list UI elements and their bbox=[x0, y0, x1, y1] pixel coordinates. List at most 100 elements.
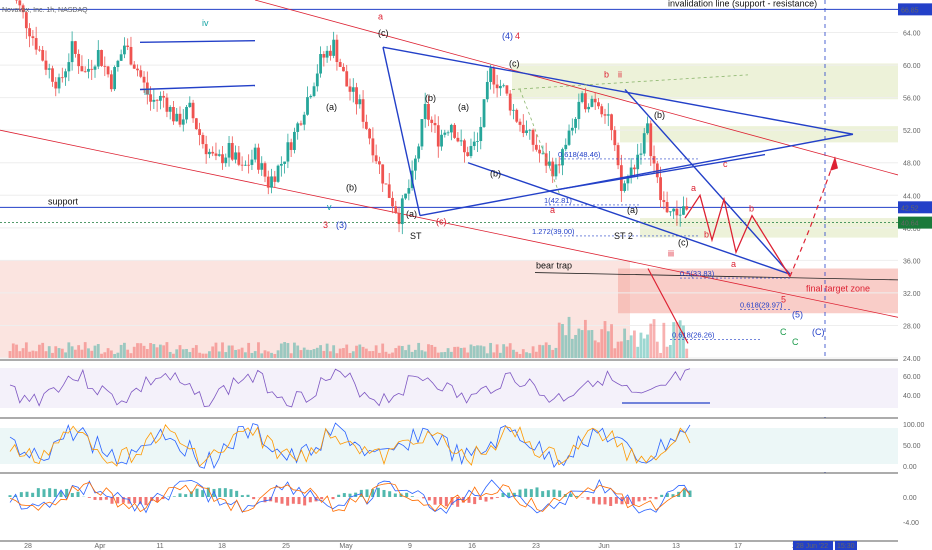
volume-bar bbox=[665, 346, 669, 358]
price-badge-label-0: 66.85 bbox=[901, 7, 919, 14]
wave-label-11: (c) bbox=[436, 217, 447, 227]
macd_ticks-0: 0.00 bbox=[903, 495, 917, 502]
candle bbox=[208, 151, 211, 155]
fib-39-label: 1.272(39.00) bbox=[532, 227, 575, 236]
volume-bar bbox=[90, 350, 94, 358]
bear-trap-line bbox=[534, 272, 899, 281]
candle bbox=[155, 99, 159, 101]
candle bbox=[250, 159, 254, 165]
volume-bar bbox=[319, 345, 322, 358]
macd-hist bbox=[546, 490, 550, 497]
macd-hist bbox=[490, 497, 494, 500]
macd-hist bbox=[263, 497, 267, 503]
volume-bar bbox=[201, 353, 205, 358]
macd-hist bbox=[320, 497, 324, 500]
macd-hist bbox=[631, 497, 635, 505]
volume-bar bbox=[587, 330, 591, 358]
candle bbox=[100, 50, 103, 66]
candle bbox=[44, 60, 48, 70]
volume-bar bbox=[175, 349, 179, 358]
volume-bar bbox=[583, 319, 587, 358]
x-tick-2: 11 bbox=[156, 543, 163, 550]
candle bbox=[54, 81, 58, 89]
candle bbox=[534, 144, 538, 150]
volume-bar bbox=[8, 351, 12, 358]
candle bbox=[597, 102, 600, 107]
volume-bar bbox=[564, 335, 568, 358]
fib-30-label: 0.618(29.97) bbox=[740, 300, 783, 309]
macd-hist bbox=[53, 488, 57, 497]
candle bbox=[502, 85, 506, 87]
candle bbox=[531, 129, 535, 145]
volume-bar bbox=[227, 345, 231, 358]
candle bbox=[453, 124, 457, 138]
volume-bar bbox=[243, 352, 247, 358]
stoch_ticks-2: 0.00 bbox=[903, 464, 917, 471]
bear-zone bbox=[0, 260, 630, 358]
volume-bar bbox=[342, 348, 345, 358]
volume-bar bbox=[322, 350, 326, 358]
macd-hist bbox=[592, 497, 596, 504]
volume-bar bbox=[253, 351, 257, 358]
volume-bar bbox=[237, 349, 241, 358]
candle bbox=[279, 163, 283, 166]
candle bbox=[312, 86, 316, 96]
volume-bar bbox=[515, 351, 519, 358]
volume-bar bbox=[642, 338, 646, 358]
candle bbox=[96, 50, 100, 67]
bear-trap-label: bear trap bbox=[536, 261, 572, 271]
volume-bar bbox=[172, 353, 175, 358]
volume-bar bbox=[93, 345, 97, 358]
volume-bar bbox=[495, 344, 499, 358]
candle bbox=[126, 45, 130, 47]
volume-bar bbox=[302, 347, 306, 358]
volume-bar bbox=[570, 338, 574, 358]
volume-bar bbox=[371, 351, 375, 358]
volume-bar bbox=[28, 351, 32, 358]
candle bbox=[266, 176, 270, 188]
wave-label-32: C bbox=[792, 337, 799, 347]
macd-hist bbox=[614, 497, 618, 504]
candle bbox=[446, 132, 450, 134]
volume-bar bbox=[397, 345, 401, 358]
price-badge-2 bbox=[898, 216, 932, 229]
candle bbox=[28, 28, 32, 37]
volume-bar bbox=[482, 346, 486, 358]
volume-bar bbox=[678, 320, 682, 358]
wave-label-18: ii bbox=[618, 69, 622, 79]
resistance-zone bbox=[512, 63, 898, 100]
volume-bar bbox=[335, 353, 339, 358]
volume-bar bbox=[67, 342, 71, 358]
candle bbox=[198, 129, 202, 136]
volume-bar bbox=[315, 347, 319, 358]
volume-bar bbox=[276, 350, 280, 358]
macd-hist bbox=[376, 487, 380, 497]
volume-bar bbox=[87, 348, 90, 358]
candle bbox=[505, 85, 509, 94]
volume-bar bbox=[123, 342, 126, 358]
volume-bar bbox=[407, 344, 411, 358]
volume-bar bbox=[152, 344, 156, 358]
volume-bar bbox=[433, 346, 437, 358]
y-tick-4: 48.00 bbox=[903, 161, 921, 168]
macd-hist bbox=[99, 497, 103, 501]
candle bbox=[41, 50, 45, 61]
volume-bar bbox=[561, 323, 564, 358]
wave-label-14: (c) bbox=[509, 59, 520, 69]
volume-bar bbox=[557, 322, 561, 358]
date-badge-label: 28 Jun '22 bbox=[796, 543, 828, 550]
candle bbox=[479, 126, 483, 142]
candle bbox=[119, 54, 123, 61]
macd-hist bbox=[206, 487, 210, 497]
candle bbox=[253, 147, 257, 160]
macd-line bbox=[9, 479, 691, 514]
x-tick-5: May bbox=[339, 543, 353, 550]
macd-hist bbox=[246, 494, 250, 497]
candle bbox=[136, 68, 139, 71]
candle bbox=[397, 212, 401, 225]
wave-label-8: a bbox=[378, 12, 383, 22]
range-top bbox=[139, 39, 256, 44]
candle bbox=[541, 153, 545, 155]
wave-label-21: (a) bbox=[627, 205, 638, 215]
